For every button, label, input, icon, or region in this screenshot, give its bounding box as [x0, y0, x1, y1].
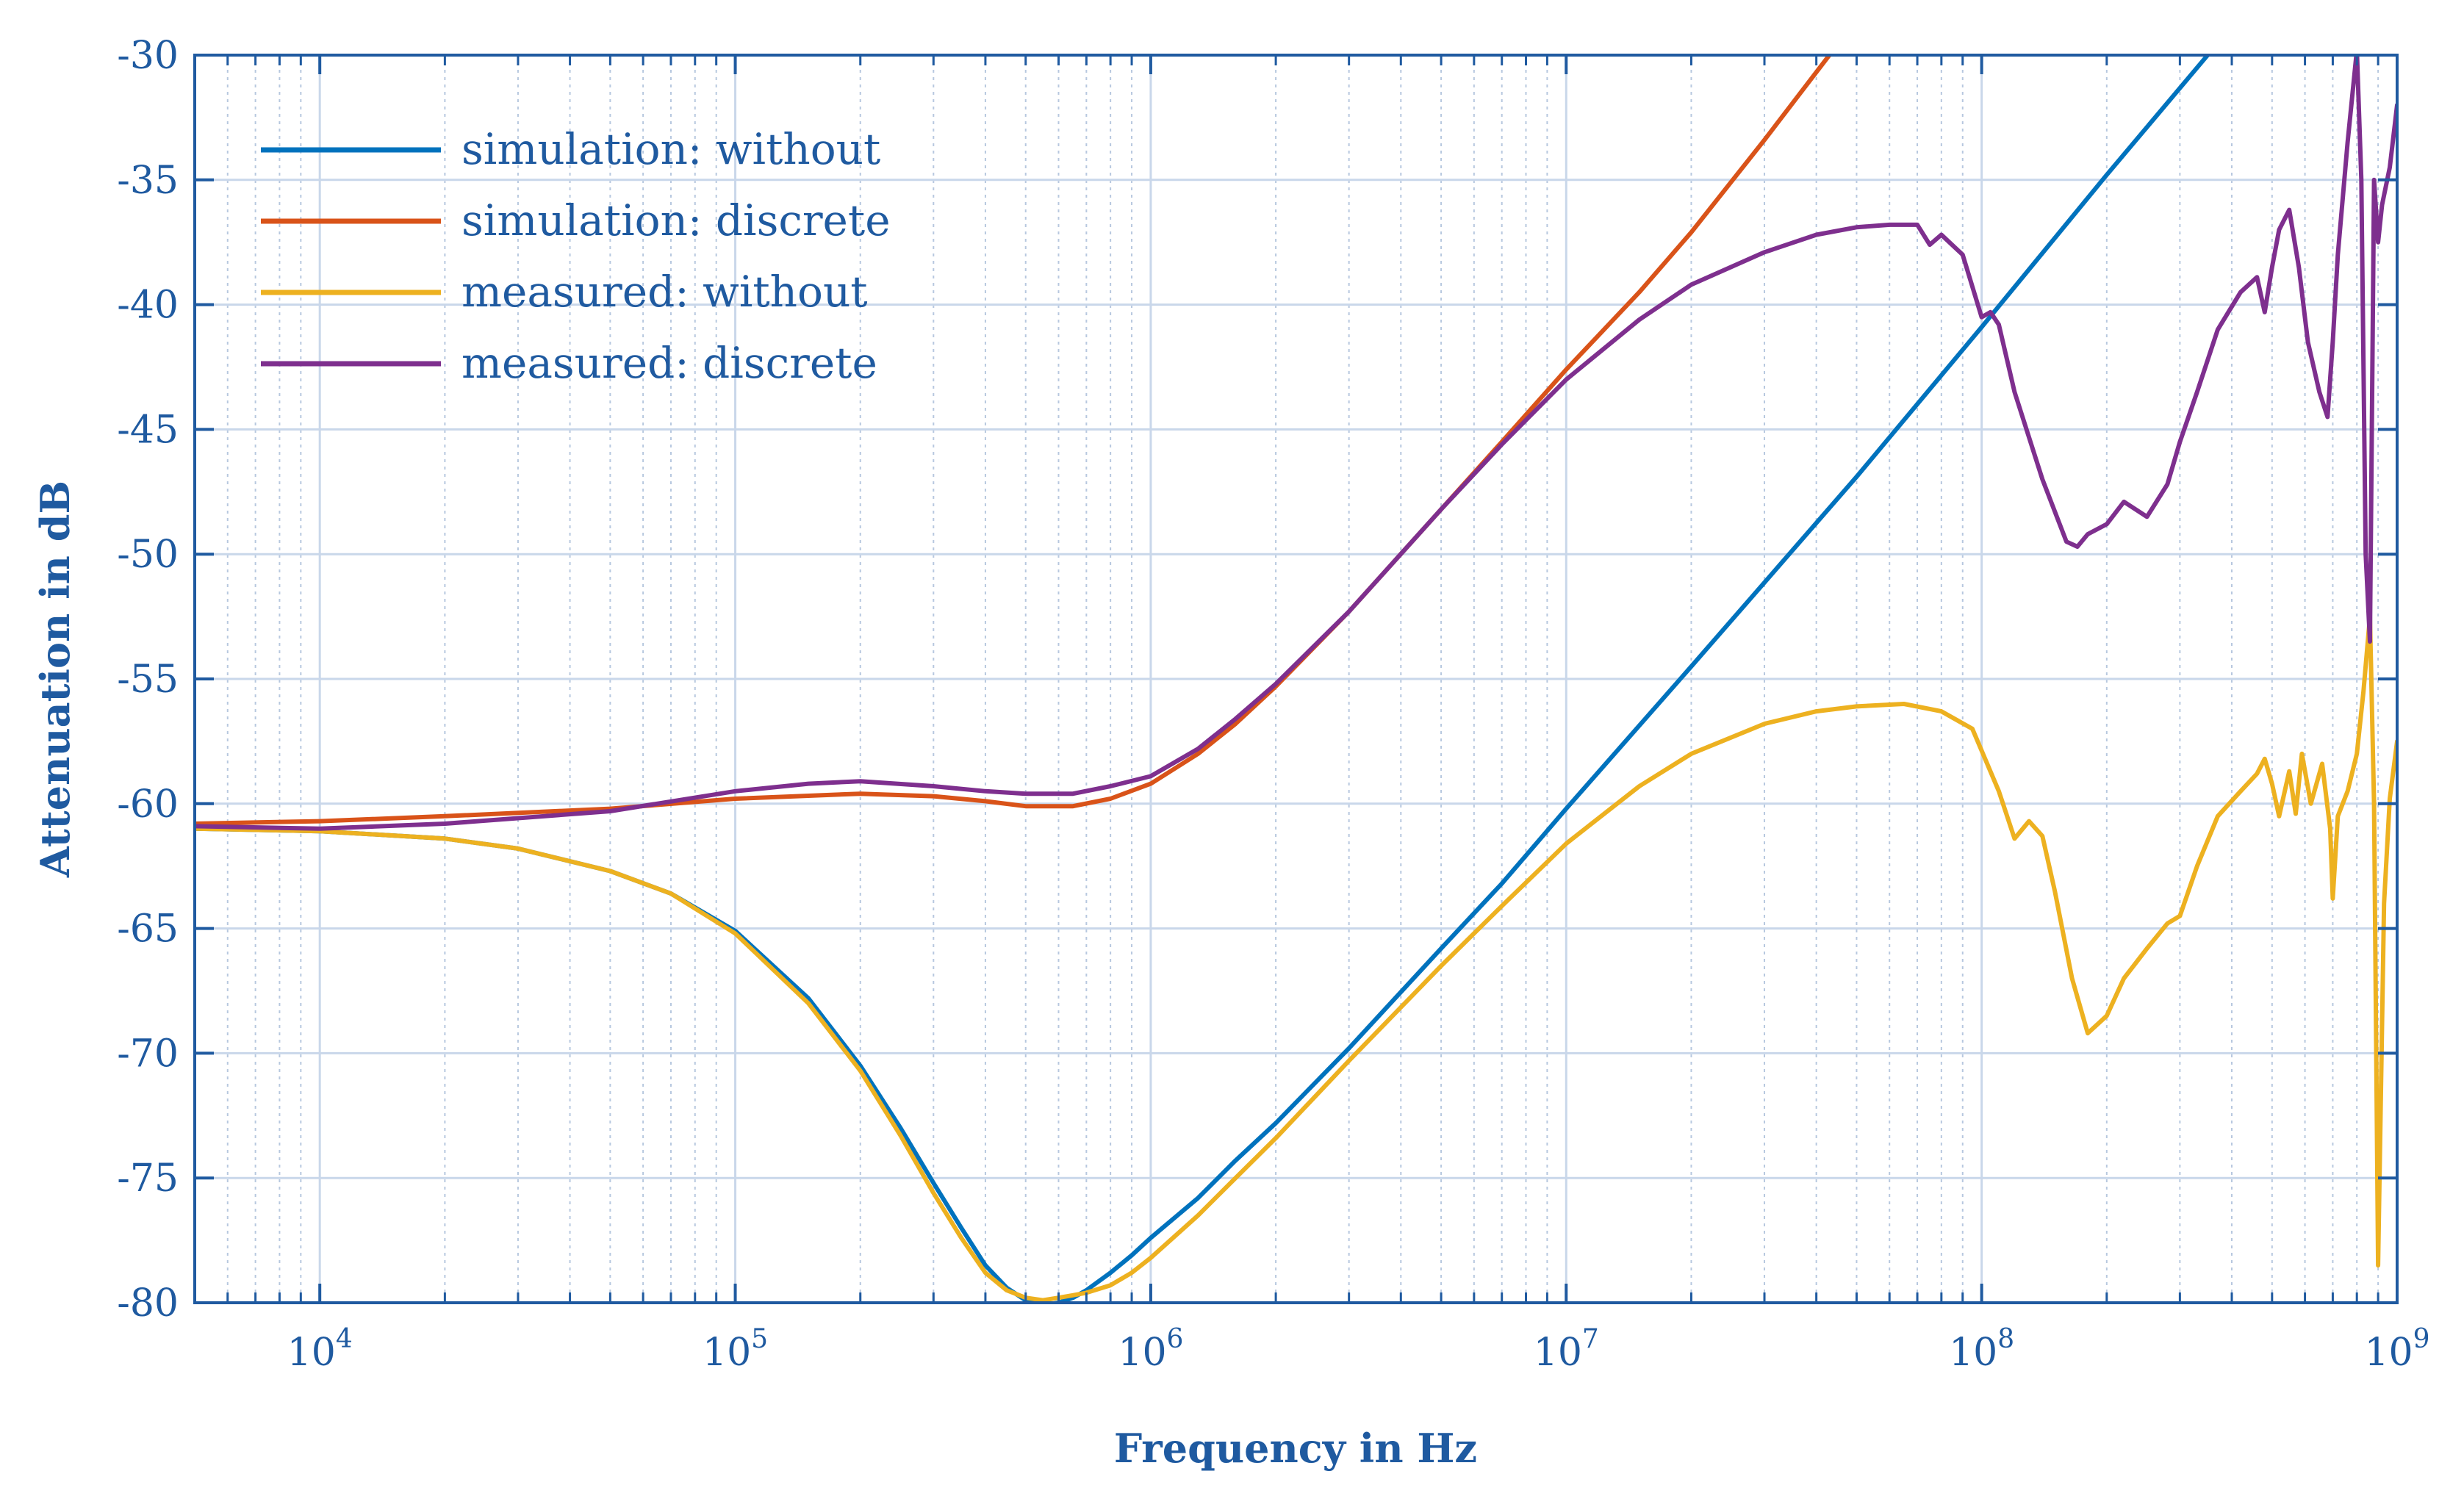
x-tick-label: 104	[287, 1324, 353, 1375]
legend: simulation: without simulation: discrete m…	[261, 124, 891, 388]
x-tick-label: 108	[1949, 1324, 2014, 1375]
y-tick-label: -40	[117, 284, 179, 328]
series-line-simulation-discrete	[195, 55, 1832, 826]
y-tick-label: -35	[117, 159, 179, 203]
y-tick-label: -55	[117, 658, 179, 702]
y-tick-label: -45	[117, 408, 179, 452]
x-tick-label: 107	[1534, 1324, 1599, 1375]
series-line-measured-discrete	[195, 55, 2397, 831]
x-tick-label: 106	[1118, 1324, 1183, 1375]
legend-label: simulation: without	[461, 124, 880, 174]
y-axis-title: Attenuation in dB	[32, 481, 79, 878]
y-tick-label: -30	[117, 34, 179, 78]
y-tick-labels: -30 -35 -40 -45 -50 -55 -60 -65 -70 -75 -80	[117, 34, 179, 1326]
y-tick-label: -60	[117, 783, 179, 827]
x-tick-label: 109	[2364, 1324, 2429, 1375]
y-tick-label: -80	[117, 1281, 179, 1326]
legend-label: measured: discrete	[461, 338, 877, 388]
x-axis-title: Frequency in Hz	[1114, 1425, 1477, 1472]
legend-label: measured: without	[461, 267, 868, 317]
series-group	[195, 55, 2397, 1303]
x-tick-label: 105	[703, 1324, 768, 1375]
y-tick-label: -70	[117, 1032, 179, 1076]
ticks	[195, 54, 2399, 1304]
y-tick-label: -50	[117, 533, 179, 577]
series-line-measured-without	[195, 614, 2397, 1303]
x-tick-labels: 104 105 106 107 108 109	[287, 1324, 2430, 1375]
grid	[195, 54, 2399, 1304]
y-tick-label: -75	[117, 1157, 179, 1201]
legend-label: simulation: discrete	[461, 195, 891, 245]
y-tick-label: -65	[117, 907, 179, 952]
